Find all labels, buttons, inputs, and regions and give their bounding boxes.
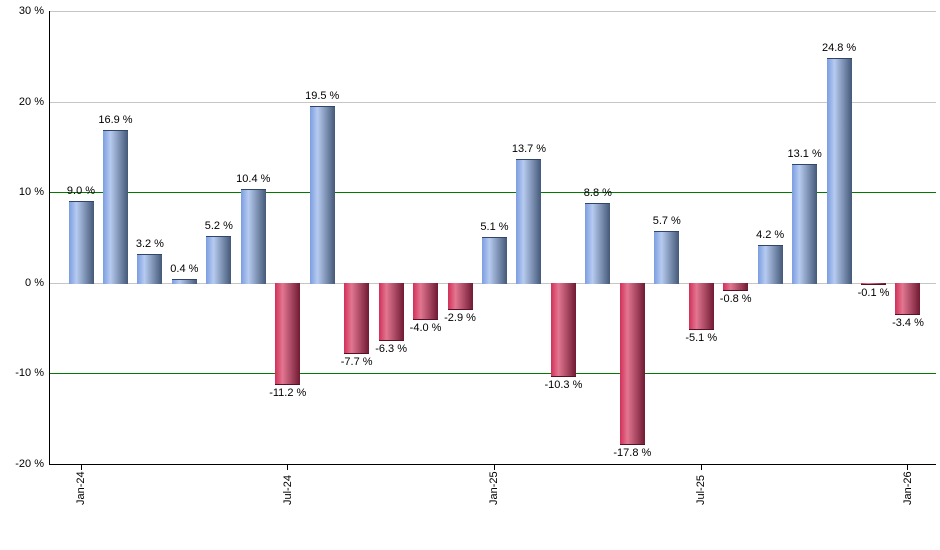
value-label-jan-25: 5.1 % [480,220,509,233]
bar-sep-24 [344,282,370,354]
bar-feb-25 [516,158,542,284]
value-label-sep-24: -7.7 % [340,355,373,368]
value-label-jul-25: -5.1 % [685,332,718,344]
value-label-aug-25: -0.8 % [719,293,752,306]
x-tick [907,464,909,470]
value-label-nov-25: 24.8 % [821,42,857,55]
gridline--10pct [50,373,936,375]
value-label-mar-25: -10.3 % [544,379,583,392]
bar-feb-24 [102,129,128,284]
bar-nov-24 [413,282,439,321]
plot-area: 9.0 % 16.9 % 3.2 % 0.4 % 5.2 % 10.4 % -11.2 % 1… [49,11,936,505]
value-label-jul-24: -11.2 % [269,387,307,400]
x-tick-label: Jul-24 [281,475,294,505]
bar-aug-24 [309,106,335,284]
y-tick-label: 20 % [18,95,44,108]
bar-jan-24 [68,201,94,284]
bar-oct-24 [378,282,404,341]
bar-jan-25 [481,236,507,284]
x-tick [493,464,495,470]
y-tick-label: 10 % [18,186,44,199]
y-tick-label: 30 % [18,5,44,17]
value-label-feb-25: 13.7 % [511,142,547,155]
value-label-oct-25: 13.1 % [787,148,822,161]
bar-mar-25 [550,282,576,378]
value-label-jun-25: 5.7 % [652,215,681,228]
value-label-feb-24: 16.9 % [98,113,133,126]
bar-apr-25 [585,203,611,284]
y-tick-label: -20 % [15,458,44,470]
value-label-mar-24: 3.2 % [135,237,164,250]
x-tick-label: Jan-24 [75,471,87,505]
bar-dec-25 [861,282,887,285]
bar-jul-24 [275,282,301,386]
gridline-30pct [50,11,936,12]
bar-jun-25 [654,231,680,284]
bar-apr-24 [171,279,197,284]
x-tick [700,464,702,470]
bar-dec-24 [447,282,473,311]
bar-may-24 [206,235,232,284]
y-tick-label: -10 % [15,367,44,380]
gridline-20pct [50,101,936,103]
bar-may-25 [619,282,645,446]
bar-aug-25 [723,282,749,292]
bar-jan-26 [895,282,921,315]
value-label-may-25: -17.8 % [613,447,652,460]
value-label-dec-24: -2.9 % [444,312,476,325]
y-tick-label: 0 % [25,276,44,289]
x-tick-label: Jul-25 [695,475,708,505]
value-label-apr-25: 8.8 % [583,187,612,200]
value-label-aug-24: 19.5 % [305,90,340,103]
bar-jul-25 [688,282,714,330]
value-label-jun-24: 10.4 % [236,172,271,185]
value-label-nov-24: -4.0 % [409,322,442,335]
value-label-may-24: 5.2 % [204,219,233,232]
x-tick-label: Jan-25 [488,471,501,505]
value-label-apr-24: 0.4 % [170,263,199,276]
x-tick-label: Jan-26 [901,471,914,505]
bar-mar-24 [137,253,163,284]
bar-sep-25 [757,244,783,284]
value-label-jan-24: 9.0 % [66,185,96,198]
gridline-10pct [50,192,936,194]
value-label-oct-24: -6.3 % [375,342,407,355]
x-tick [80,464,82,470]
bar-jun-24 [240,188,266,284]
bar-nov-25 [826,58,852,284]
value-label-sep-25: 4.2 % [756,228,785,241]
value-label-dec-25: -0.1 % [857,286,890,299]
bar-oct-25 [792,164,818,284]
value-label-jan-26: -3.4 % [892,316,924,329]
x-tick [287,464,289,470]
